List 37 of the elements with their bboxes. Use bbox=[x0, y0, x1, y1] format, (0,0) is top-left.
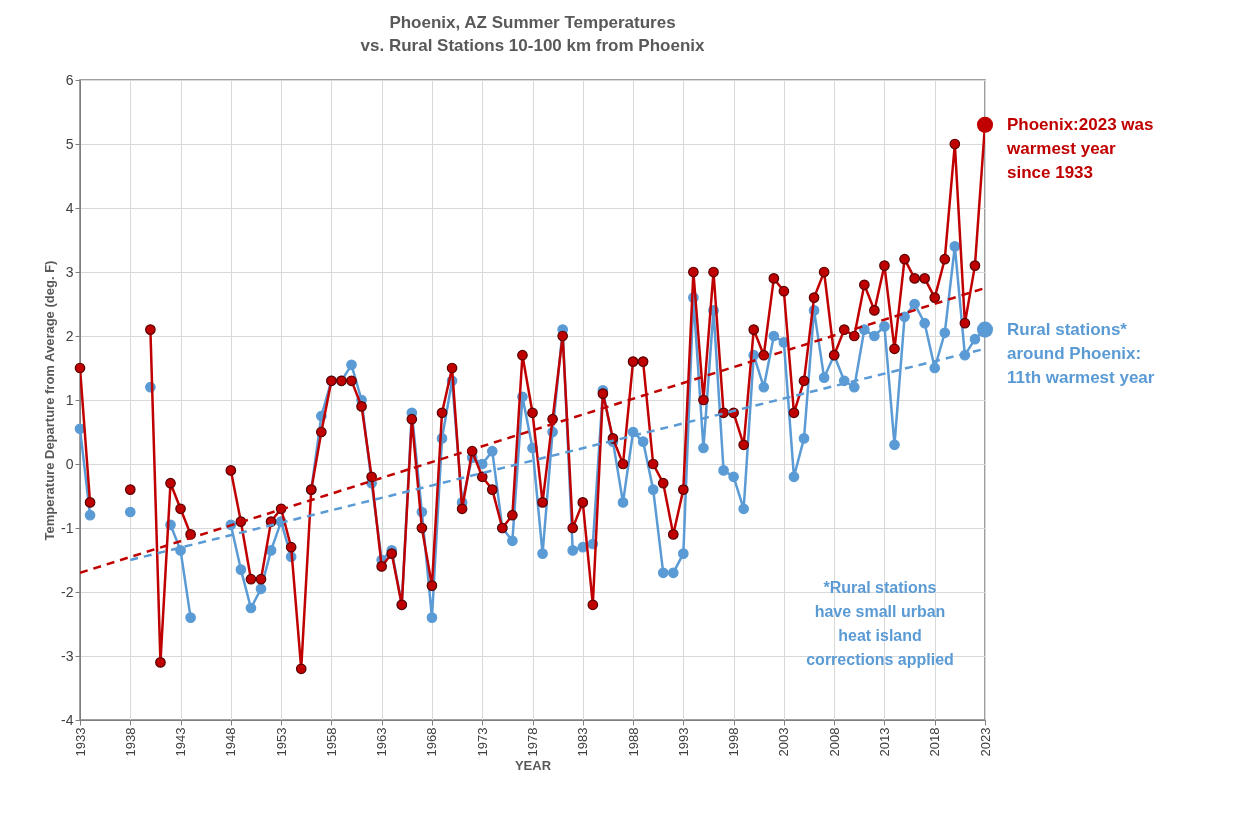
x-tick-label: 1933 bbox=[72, 727, 88, 757]
x-tick-label: 2023 bbox=[977, 727, 993, 757]
chart-title: Phoenix, AZ Summer Temperatures bbox=[389, 13, 676, 32]
x-tick-label: 1943 bbox=[173, 727, 189, 757]
annotation: Phoenix:2023 was warmest year since 1933 bbox=[1006, 114, 1154, 182]
x-tick-label: 1998 bbox=[726, 727, 742, 757]
y-tick-label: -4 bbox=[61, 711, 74, 728]
y-axis-title: Temperature Departure from Average (deg. F) bbox=[42, 260, 58, 541]
y-tick-label: -2 bbox=[61, 583, 74, 600]
x-tick-label: 1963 bbox=[374, 727, 390, 757]
x-tick-label: 1993 bbox=[675, 727, 691, 757]
x-tick-label: 2008 bbox=[826, 727, 842, 757]
y-tick-label: 6 bbox=[65, 71, 74, 88]
y-tick-label: 4 bbox=[65, 199, 74, 216]
x-tick-label: 2003 bbox=[776, 727, 792, 757]
x-tick-label: 1953 bbox=[273, 727, 289, 757]
x-axis-title: YEAR bbox=[514, 758, 552, 774]
chart-subtitle: vs. Rural Stations 10-100 km from Phoenix bbox=[360, 36, 705, 55]
annotation: Rural stations* around Phoenix: 11th warmest year bbox=[1007, 319, 1155, 387]
y-tick-label: 1 bbox=[65, 391, 74, 408]
x-tick-label: 1968 bbox=[424, 727, 440, 757]
x-tick-label: 1948 bbox=[223, 727, 239, 757]
x-tick-label: 1983 bbox=[575, 727, 591, 757]
y-tick-label: 2 bbox=[65, 327, 74, 344]
x-tick-label: 1938 bbox=[122, 727, 138, 757]
x-tick-label: 1958 bbox=[323, 727, 339, 757]
x-tick-label: 1978 bbox=[525, 727, 540, 757]
y-tick-label: 5 bbox=[65, 135, 74, 152]
x-tick-label: 1973 bbox=[474, 727, 490, 757]
y-tick-label: -1 bbox=[61, 519, 74, 536]
x-tick-label: 2018 bbox=[927, 727, 943, 757]
y-tick-label: 3 bbox=[65, 263, 74, 280]
annotation: *Rural stations have small urban heat island corrections applied bbox=[806, 579, 954, 668]
y-tick-label: -3 bbox=[61, 647, 74, 664]
x-tick-label: 1988 bbox=[625, 727, 641, 757]
y-tick-label: 0 bbox=[65, 455, 74, 472]
x-tick-label: 2013 bbox=[876, 727, 892, 757]
